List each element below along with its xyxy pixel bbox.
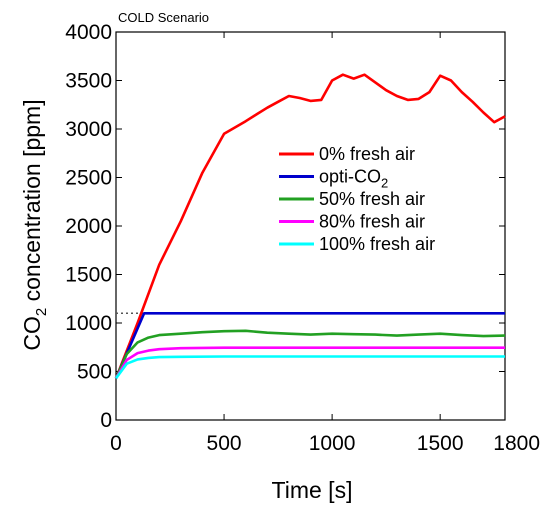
- x-tick-label: 1800: [493, 432, 540, 455]
- y-tick-label: 2000: [65, 215, 112, 238]
- x-tick-label: 1500: [417, 432, 464, 455]
- legend-label-text: opti-CO: [319, 167, 381, 187]
- legend-label-text: 0% fresh air: [319, 144, 415, 164]
- y-tick-label: 3000: [65, 118, 112, 141]
- y-tick-label: 1500: [65, 264, 112, 287]
- y-axis-title: CO2 concentration [ppm]: [19, 99, 50, 350]
- y-axis-title-subscript: 2: [33, 308, 50, 316]
- legend-label-subscript: 2: [381, 176, 388, 191]
- plot-frame: [115, 31, 506, 421]
- x-tick-label: 500: [207, 432, 242, 455]
- y-tick-label: 3500: [65, 70, 112, 93]
- y-tick-label: 4000: [65, 21, 112, 44]
- series-line-4: [114, 355, 505, 380]
- series-line-0: [114, 73, 506, 379]
- legend-label-text: 100% fresh air: [319, 234, 435, 254]
- legend-label-0: 0% fresh air: [319, 144, 415, 164]
- legend-label-1: opti-CO2: [319, 167, 388, 191]
- series-line-2: [114, 329, 506, 379]
- legend-label-3: 80% fresh air: [319, 212, 425, 232]
- y-tick-label: 1000: [65, 312, 112, 335]
- x-axis-title: Time [s]: [272, 477, 353, 503]
- y-tick-label: 2500: [65, 167, 112, 190]
- axes: 0 500 1000 1500 2000 2500 3000 3500 4000 0 500 1000…: [65, 21, 540, 455]
- x-tick-label: 1000: [309, 432, 356, 455]
- y-axis-title-rest: concentration [ppm]: [19, 99, 45, 307]
- y-tick-label: 500: [77, 361, 112, 384]
- chart-title: COLD Scenario: [118, 10, 209, 25]
- y-tick-label: 0: [100, 409, 112, 432]
- series-group: [114, 73, 506, 380]
- series-line-1: [114, 311, 505, 379]
- legend-label-text: 50% fresh air: [319, 189, 425, 209]
- y-axis-title-main: CO: [19, 316, 45, 351]
- series-line-3: [114, 346, 505, 379]
- legend-label-2: 50% fresh air: [319, 189, 425, 209]
- legend-label-text: 80% fresh air: [319, 212, 425, 232]
- legend-label-4: 100% fresh air: [319, 234, 435, 254]
- x-tick-label: 0: [110, 432, 122, 455]
